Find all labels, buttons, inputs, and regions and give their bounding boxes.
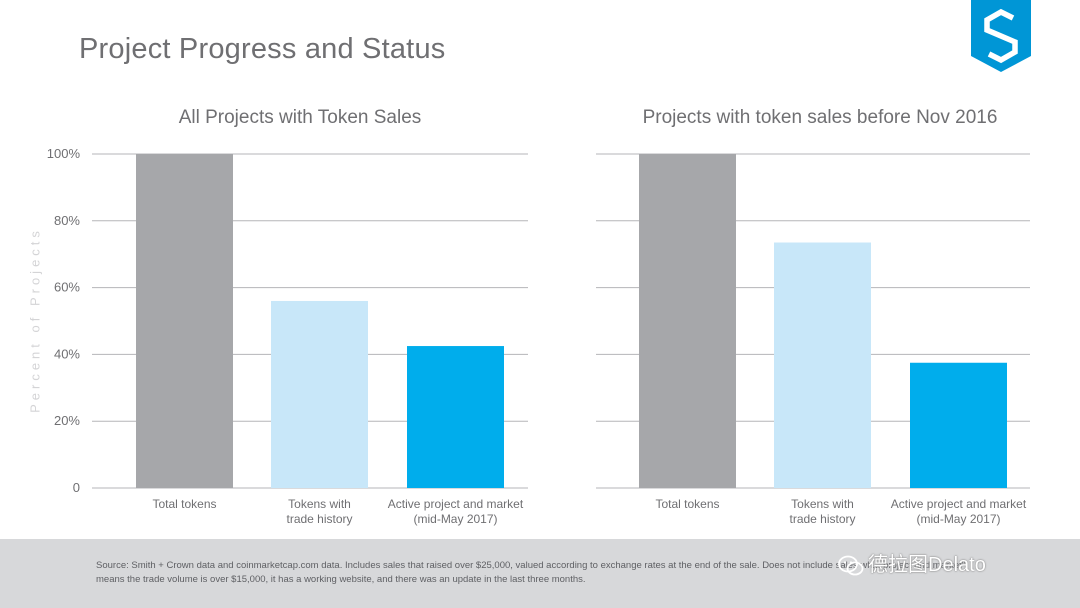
chart-2-title: Projects with token sales before Nov 201… <box>642 107 998 128</box>
y-tick-label: 40% <box>54 346 80 361</box>
x-tick-label: (mid-May 2017) <box>916 512 1000 526</box>
watermark: 德拉图Delato <box>838 548 986 577</box>
x-tick-label: (mid-May 2017) <box>413 512 497 526</box>
x-tick-label: Total tokens <box>655 497 719 511</box>
wechat-icon <box>838 555 864 576</box>
x-tick-label: Total tokens <box>152 497 216 511</box>
bar-chart-plot: 0 20% 40% 60% 80% 100% Total tokens Tokens with… <box>47 146 1030 526</box>
y-tick-label: 0 <box>73 480 80 495</box>
x-tick-label: trade history <box>286 512 352 526</box>
y-tick-label: 20% <box>54 413 80 428</box>
chart-1-title: All Projects with Token Sales <box>178 107 422 128</box>
y-tick-label: 100% <box>47 146 81 161</box>
bar-1-3 <box>407 346 504 488</box>
x-tick-label: Active project and market <box>388 497 524 511</box>
y-tick-label: 60% <box>54 280 80 295</box>
smith-crown-logo-icon <box>971 0 1031 72</box>
y-tick-label: 80% <box>54 213 80 228</box>
x-tick-label: trade history <box>789 512 855 526</box>
bar-1-1 <box>136 154 233 488</box>
page-title: Project Progress and Status <box>79 33 446 65</box>
bar-1-2 <box>271 300 368 488</box>
watermark-text: 德拉图Delato <box>868 554 986 576</box>
footer-band <box>0 539 1080 608</box>
source-note: Source: Smith + Crown data and coinmarke… <box>96 560 966 585</box>
bar-2-1 <box>639 154 736 488</box>
bar-2-3 <box>910 362 1007 488</box>
x-tick-label: Active project and market <box>891 497 1027 511</box>
bar-2-2 <box>774 242 871 488</box>
x-tick-label: Tokens with <box>791 497 854 511</box>
x-tick-label: Tokens with <box>288 497 351 511</box>
